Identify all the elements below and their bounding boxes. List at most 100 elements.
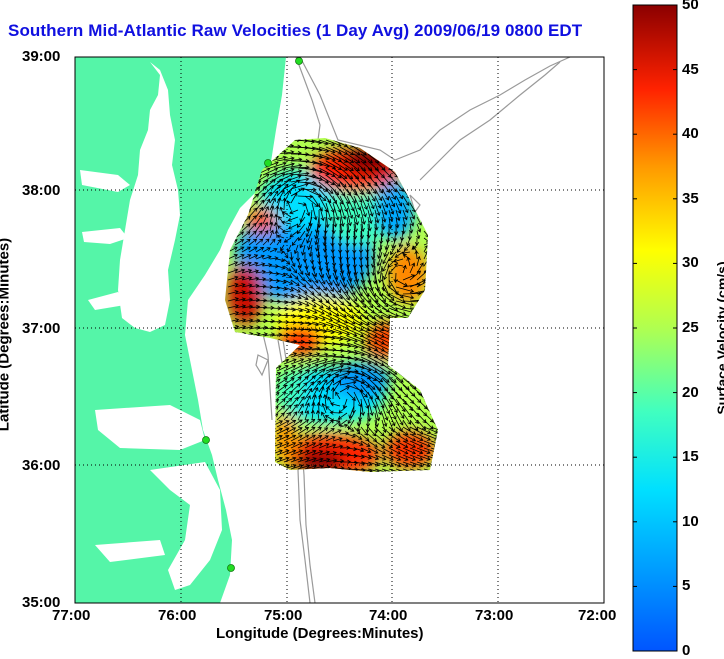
velocity-arrow [388, 251, 397, 262]
velocity-arrow [318, 160, 337, 170]
velocity-arrow [283, 434, 297, 442]
velocity-arrow [360, 307, 377, 320]
velocity-arrow [318, 153, 336, 162]
velocity-arrow [276, 168, 295, 176]
velocity-arrow [304, 328, 320, 333]
velocity-arrow [409, 270, 422, 281]
velocity-arrow [290, 182, 309, 190]
velocity-arrow [255, 298, 268, 303]
velocity-arrow [374, 209, 380, 224]
velocity-arrow [325, 443, 337, 449]
velocity-arrow [269, 248, 278, 253]
velocity-arrow [395, 461, 409, 468]
velocity-arrow [346, 384, 364, 393]
velocity-arrow [318, 202, 325, 222]
velocity-arrow [311, 352, 329, 358]
velocity-arrow [304, 146, 323, 152]
velocity-arrow [346, 356, 366, 363]
velocity-arrow [283, 397, 293, 407]
velocity-arrow [374, 370, 390, 383]
velocity-arrow [290, 265, 298, 274]
velocity-arrow [339, 380, 357, 386]
velocity-arrow [381, 468, 395, 472]
velocity-arrow [329, 410, 341, 415]
velocity-arrow [255, 222, 263, 232]
y-tick-label: 36:00 [22, 457, 61, 474]
velocity-arrow [283, 265, 292, 272]
velocity-arrow [402, 461, 417, 468]
velocity-arrow [325, 174, 341, 187]
velocity-arrow [346, 188, 356, 204]
velocity-arrow [360, 454, 372, 460]
velocity-arrow [304, 265, 311, 277]
velocity-arrow [396, 244, 404, 253]
velocity-arrow [297, 286, 308, 294]
velocity-arrow [402, 216, 407, 228]
velocity-arrow [386, 223, 392, 237]
velocity-arrow [348, 419, 355, 430]
velocity-arrow [290, 258, 296, 268]
velocity-arrow [325, 359, 345, 365]
velocity-arrow [248, 238, 258, 246]
velocity-arrow [297, 434, 310, 442]
velocity-arrow [381, 447, 394, 455]
velocity-arrow [276, 412, 285, 421]
velocity-arrow [283, 279, 294, 285]
velocity-arrow [339, 272, 347, 288]
velocity-arrow [382, 258, 390, 272]
velocity-arrow [367, 202, 374, 217]
velocity-arrow [304, 293, 316, 302]
velocity-arrow [353, 356, 372, 365]
velocity-arrow [241, 276, 253, 281]
velocity-arrow [255, 312, 268, 317]
velocity-arrow [353, 384, 368, 398]
velocity-arrow [332, 167, 348, 179]
velocity-arrow [297, 364, 312, 372]
velocity-arrow [290, 427, 303, 435]
velocity-arrow [381, 174, 391, 186]
velocity-arrow [325, 202, 333, 222]
velocity-arrow [409, 262, 416, 274]
velocity-arrow [276, 398, 286, 407]
velocity-arrow [311, 450, 324, 456]
velocity-arrow [318, 379, 328, 393]
velocity-arrow [255, 305, 268, 310]
velocity-arrow [248, 246, 258, 253]
x-tick-label: 73:00 [475, 607, 514, 624]
velocity-arrow [283, 272, 293, 278]
velocity-arrow [353, 279, 363, 297]
velocity-arrow [283, 293, 295, 299]
velocity-arrow [367, 195, 375, 210]
velocity-arrow [262, 191, 272, 204]
velocity-arrow [290, 403, 298, 414]
velocity-arrow [234, 290, 246, 295]
colorbar-tick-label: 0 [682, 642, 691, 659]
velocity-arrow [339, 386, 350, 393]
velocity-arrow [262, 198, 271, 211]
velocity-arrow [283, 174, 302, 183]
velocity-arrow [289, 230, 299, 238]
velocity-arrow [346, 426, 355, 432]
velocity-arrow [297, 382, 308, 393]
velocity-arrow [276, 378, 288, 386]
velocity-arrow [360, 349, 379, 359]
velocity-arrow [234, 246, 245, 253]
velocity-arrow [360, 272, 368, 291]
velocity-arrow [346, 342, 365, 350]
velocity-arrow [346, 377, 366, 385]
velocity-arrow [248, 215, 257, 225]
velocity-arrow [283, 169, 303, 176]
velocity-arrow [360, 293, 374, 309]
velocity-arrow [234, 283, 246, 288]
velocity-arrow [376, 251, 383, 267]
velocity-arrow [227, 282, 239, 288]
velocity-arrow [234, 261, 246, 267]
velocity-arrow [248, 254, 259, 260]
velocity-arrow [337, 412, 348, 420]
velocity-arrow [273, 222, 279, 232]
x-tick-label: 74:00 [369, 607, 408, 624]
velocity-arrow [321, 402, 327, 414]
colorbar [632, 4, 678, 652]
velocity-arrow [353, 426, 361, 435]
